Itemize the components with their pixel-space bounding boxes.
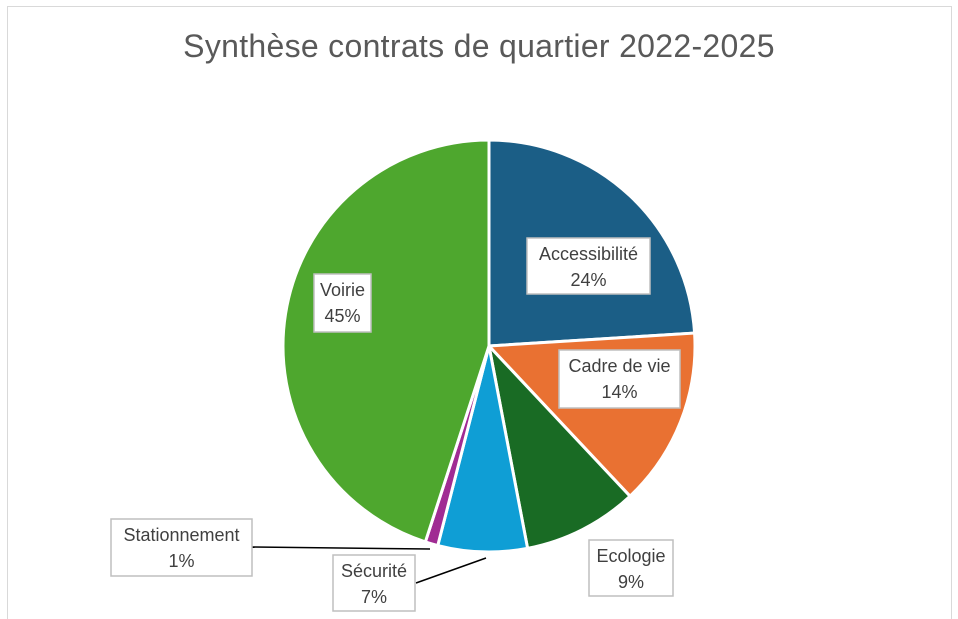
data-label-category: Accessibilité — [539, 244, 638, 264]
leader-line-securite — [415, 557, 487, 584]
data-label-box — [110, 518, 253, 577]
data-label-box — [588, 539, 674, 597]
data-label-percent: 24% — [570, 270, 606, 290]
data-label-category: Cadre de vie — [568, 356, 670, 376]
pie-slice-voirie — [281, 138, 491, 544]
data-label-box — [558, 349, 681, 409]
data-label-percent: 14% — [601, 382, 637, 402]
leader-line-stationnement — [251, 546, 431, 550]
data-label-cadre-de-vie: Cadre de vie 14% — [558, 349, 681, 409]
pie-slice-ecologie — [486, 341, 633, 551]
data-label-category: Sécurité — [341, 561, 407, 581]
data-label-percent: 9% — [618, 572, 644, 592]
data-label-percent: 45% — [324, 306, 360, 326]
data-label-category: Stationnement — [123, 525, 239, 545]
data-label-stationnement: Stationnement 1% — [110, 518, 253, 577]
data-label-box — [332, 554, 416, 612]
data-label-accessibilite: Accessibilité 24% — [526, 237, 651, 295]
data-label-voirie: Voirie 45% — [313, 273, 372, 333]
chart-frame — [7, 6, 952, 619]
data-label-box — [313, 273, 372, 333]
data-label-securite: Sécurité 7% — [332, 554, 416, 612]
data-label-percent: 7% — [361, 587, 387, 607]
chart-title: Synthèse contrats de quartier 2022-2025 — [183, 28, 775, 64]
data-label-category: Voirie — [320, 280, 365, 300]
data-label-category: Ecologie — [596, 546, 665, 566]
data-label-percent: 1% — [168, 551, 194, 571]
data-label-box — [526, 237, 651, 295]
data-label-ecologie: Ecologie 9% — [588, 539, 674, 597]
